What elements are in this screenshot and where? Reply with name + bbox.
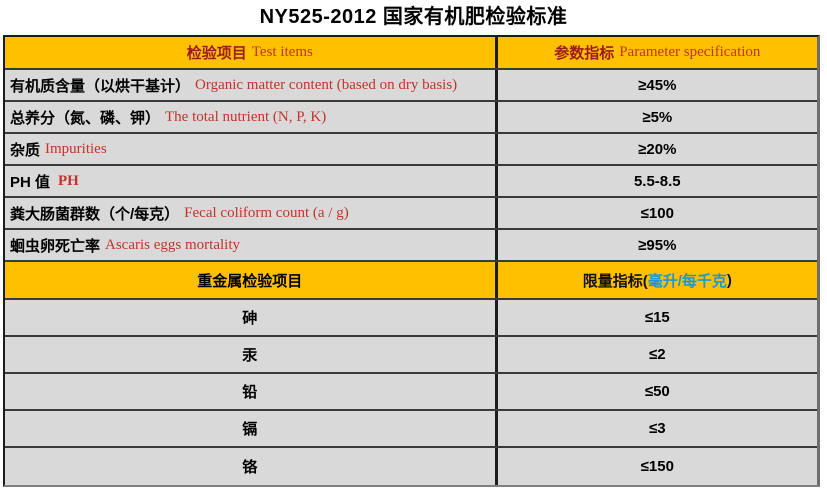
item-zh: PH 值 <box>10 173 51 191</box>
item-en: Fecal coliform count (a / g) <box>184 204 349 221</box>
metal-name: 铅 <box>242 384 258 401</box>
item-zh: 总养分（氮、磷、钾） <box>10 109 161 127</box>
table-row-arsenic: 砷 ≤15 <box>5 300 817 337</box>
metal-value: ≤150 <box>640 458 674 475</box>
page-title: NY525-2012 国家有机肥检验标准 <box>259 6 568 28</box>
metal-value: ≤50 <box>644 383 670 400</box>
item-en: Impurities <box>45 140 107 157</box>
table-row-lead: 铅 ≤50 <box>5 374 817 411</box>
item-value-cell: 5.5-8.5 <box>494 166 817 196</box>
table-row-total-nutrient: 总养分（氮、磷、钾） The total nutrient (N, P, K) … <box>5 102 817 134</box>
limit-header-prefix: 限量指标( <box>582 272 648 290</box>
table-row-chromium: 铬 ≤150 <box>5 448 817 485</box>
metal-name: 砷 <box>242 310 258 327</box>
table-row-ph: PH 值 PH 5.5-8.5 <box>5 166 817 198</box>
item-value: ≥95% <box>638 236 677 254</box>
limit-header-unit: 毫升/每千克 <box>647 272 727 290</box>
metal-name-cell: 砷 <box>5 300 495 335</box>
item-value-cell: ≥5% <box>494 102 817 132</box>
table-row-organic-matter: 有机质含量（以烘干基计） Organic matter content (bas… <box>5 70 817 102</box>
item-value-cell: ≥95% <box>494 230 817 260</box>
parameter-header-cell: 参数指标 Parameter specification <box>494 37 817 68</box>
metal-value-cell: ≤150 <box>494 448 817 485</box>
metal-value: ≤3 <box>649 420 666 437</box>
parameter-header-en: Parameter specification <box>619 44 761 60</box>
item-name-cell: 蛔虫卵死亡率 Ascaris eggs mortality <box>5 230 495 260</box>
metal-name: 汞 <box>242 347 258 364</box>
item-value-cell: ≤100 <box>494 198 817 228</box>
item-value: 5.5-8.5 <box>633 172 681 190</box>
metal-value-cell: ≤50 <box>494 374 817 409</box>
item-name-cell: 有机质含量（以烘干基计） Organic matter content (bas… <box>5 70 495 100</box>
standards-table: 检验项目 Test items 参数指标 Parameter specifica… <box>3 35 820 487</box>
table-row-fecal-coliform: 粪大肠菌群数（个/每克） Fecal coliform count (a / g… <box>5 198 817 230</box>
heavy-metal-header-row: 重金属检验项目 限量指标(毫升/每千克) <box>5 262 817 300</box>
test-items-header-en: Test items <box>251 44 313 60</box>
metal-value: ≤15 <box>644 309 670 326</box>
table-row-impurities: 杂质 Impurities ≥20% <box>5 134 817 166</box>
item-value: ≥45% <box>638 76 677 94</box>
item-value-cell: ≥45% <box>494 70 817 100</box>
item-en: Ascaris eggs mortality <box>105 236 240 253</box>
item-name-cell: 杂质 Impurities <box>5 134 495 164</box>
limit-header-suffix: ) <box>726 271 732 289</box>
metal-name-cell: 铅 <box>5 374 495 409</box>
item-zh: 杂质 <box>10 141 41 159</box>
item-value-cell: ≥20% <box>494 134 817 164</box>
item-zh: 有机质含量（以烘干基计） <box>10 77 191 95</box>
metal-value-cell: ≤2 <box>494 337 817 372</box>
metal-value-cell: ≤15 <box>494 300 817 335</box>
parameter-header-zh: 参数指标 <box>554 45 615 62</box>
test-items-header-cell: 检验项目 Test items <box>5 37 495 68</box>
metal-name-cell: 汞 <box>5 337 495 372</box>
metal-name: 镉 <box>242 421 258 438</box>
metal-name-cell: 铬 <box>5 448 495 485</box>
limit-header-cell: 限量指标(毫升/每千克) <box>494 262 817 298</box>
metal-name-cell: 镉 <box>5 411 495 446</box>
item-value: ≥5% <box>642 108 673 126</box>
item-name-cell: PH 值 PH <box>5 166 495 196</box>
item-zh: 粪大肠菌群数（个/每克） <box>10 205 180 223</box>
table-row-cadmium: 镉 ≤3 <box>5 411 817 448</box>
item-en: PH <box>58 172 79 189</box>
item-name-cell: 总养分（氮、磷、钾） The total nutrient (N, P, K) <box>5 102 495 132</box>
heavy-metal-header-zh: 重金属检验项目 <box>197 272 303 290</box>
test-items-header-row: 检验项目 Test items 参数指标 Parameter specifica… <box>5 37 817 70</box>
table-row-mercury: 汞 ≤2 <box>5 337 817 374</box>
item-en: Organic matter content (based on dry bas… <box>195 76 458 93</box>
item-zh: 蛔虫卵死亡率 <box>10 237 101 255</box>
item-value: ≥20% <box>638 140 677 158</box>
table-row-ascaris: 蛔虫卵死亡率 Ascaris eggs mortality ≥95% <box>5 230 817 262</box>
heavy-metal-header-cell: 重金属检验项目 <box>5 262 495 298</box>
metal-name: 铬 <box>242 459 258 476</box>
item-value: ≤100 <box>640 204 674 222</box>
item-name-cell: 粪大肠菌群数（个/每克） Fecal coliform count (a / g… <box>5 198 495 228</box>
test-items-header-zh: 检验项目 <box>186 45 247 62</box>
item-en: The total nutrient (N, P, K) <box>165 108 327 125</box>
metal-value-cell: ≤3 <box>494 411 817 446</box>
metal-value: ≤2 <box>649 346 666 363</box>
